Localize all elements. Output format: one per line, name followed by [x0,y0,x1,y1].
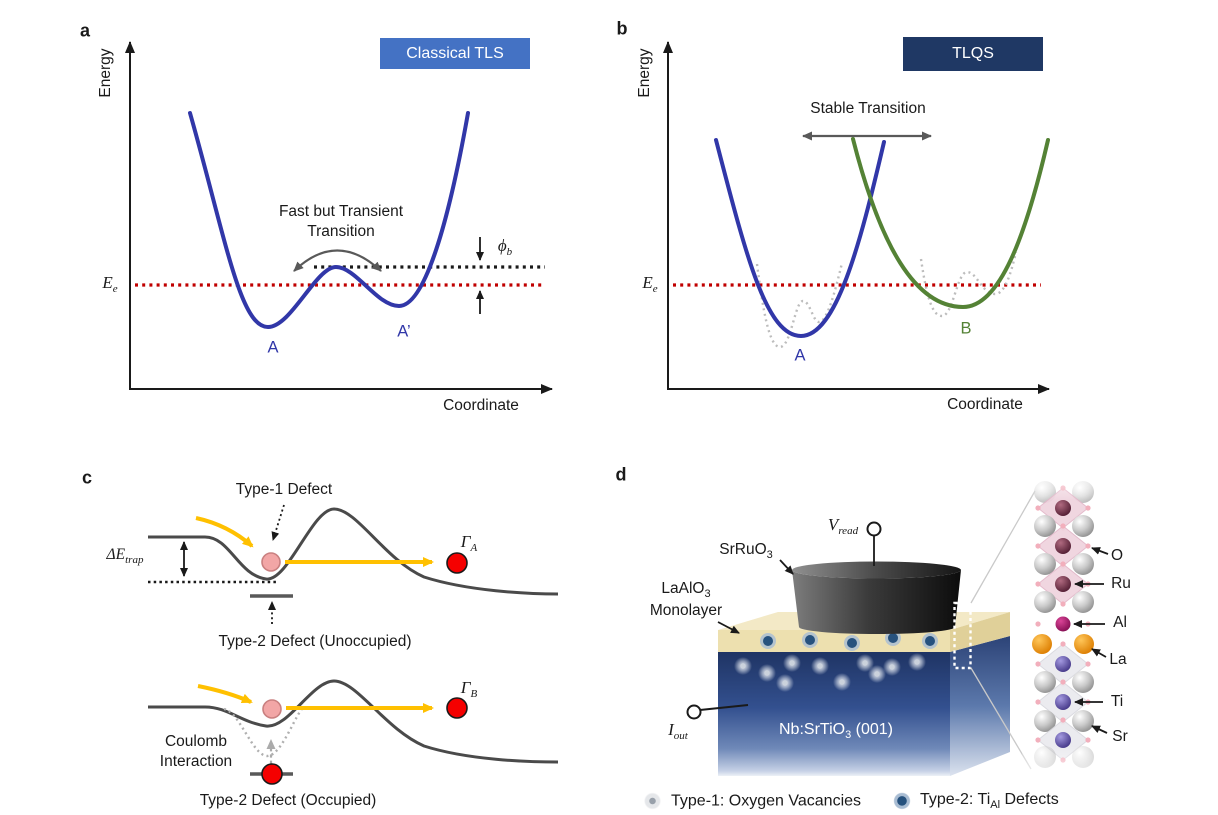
d-crystal-fade-bottom [1022,746,1108,786]
d-ruo2-layer [1034,485,1094,613]
ti-al-defect-icon [893,792,911,810]
d-electrode-body [792,570,961,634]
b-parabola-b [851,137,1050,310]
d-atom-al-label: Al [1113,614,1127,632]
d-iout-wire [699,704,749,711]
b-x-axis-label: Coordinate [947,396,1023,414]
a-x-axis-label: Coordinate [443,397,519,415]
classical-tls-badge: Classical TLS [380,38,530,69]
d-electrode-top [792,561,961,579]
d-iout-label: Iout [668,719,688,743]
d-oxygen-vacancy-dots [734,653,926,692]
d-zoom-region-box [953,601,972,670]
panel-d-device [686,462,1109,786]
d-atom-o-label: O [1110,547,1124,565]
d-atom-sr-label: Sr [1112,728,1128,746]
c-trapped-electron-a [261,552,281,572]
legend-type1-text: Type-1: Oxygen Vacancies [671,792,862,809]
d-iout-terminal [686,704,702,720]
c-potential-curve-occupied [148,679,559,764]
b-stable-transition-label: Stable Transition [810,100,926,118]
d-electrode-label: SrRuO3 [719,540,773,562]
d-monolayer-arrow [717,621,740,634]
c-trap-depth-label: ΔEtrap [106,545,144,567]
d-la-arrow [1091,648,1107,658]
oxygen-vacancy-icon [643,791,662,811]
c-free-electron-a [446,552,468,574]
d-zoom-connector-bottom [970,667,1032,770]
c-type2-occupying-electron [261,763,283,785]
d-o-arrow [1091,547,1109,555]
d-atom-ti-label: Ti [1110,693,1124,711]
d-vread-label: Vread [827,514,859,538]
a-energy-level-label: Ee [102,272,118,296]
legend-type2-text: Type-2: TiAl Defects [920,790,1059,812]
b-parabola-a [714,138,886,339]
d-monolayer-front-face [718,630,950,652]
a-transition-annotation: Fast but Transient Transition [278,203,404,240]
c-rate-b-label: ΓB [460,677,478,701]
c-type1-defect-label: Type-1 Defect [235,481,333,499]
legend-type2: Type-2: TiAl Defects [893,791,1059,811]
c-type2-unoccupied-label: Type-2 Defect (Unoccupied) [218,633,412,651]
c-rate-a-label: ΓA [460,531,478,555]
b-well-a-label: A [794,346,806,365]
c-coulomb-label: Coulomb Interaction [159,733,233,770]
classical-tls-badge-text: Classical TLS [406,44,504,62]
panel-d-letter: d [615,464,627,485]
d-crystal-fade-top [1022,462,1108,500]
d-vread-terminal [866,521,882,537]
c-capture-arrow-b [197,684,253,704]
a-well-a-label: A [267,338,279,357]
a-well-a-prime-label: A’ [397,322,411,341]
d-crystal-structure [1022,462,1109,786]
d-atom-la-label: La [1109,651,1127,669]
c-type2-occupied-label: Type-2 Defect (Occupied) [199,792,377,810]
b-well-b-label: B [960,319,972,338]
d-atom-ru-label: Ru [1111,575,1131,593]
c-capture-arrow-a [195,516,254,548]
panel-a-letter: a [79,20,91,41]
c-free-electron-b [446,697,468,719]
tlqs-badge: TLQS [903,37,1043,71]
a-y-axis-label: Energy [97,48,115,98]
d-sr-arrow [1091,725,1108,734]
d-monolayer-label: LaAlO3 Monolayer [649,580,723,620]
d-zoom-connector-top [970,490,1036,604]
d-laalo3-layer [1032,616,1094,654]
b-ghost-well-a [755,262,844,349]
a-transition-arc-arrow [293,249,382,272]
b-y-axis-label: Energy [636,48,654,98]
b-energy-level-label: Ee [642,272,658,296]
d-substrate-side-face [950,636,1010,776]
legend-type1: Type-1: Oxygen Vacancies [643,791,862,811]
d-substrate-front-face [718,652,950,776]
panel-b-letter: b [616,18,628,39]
panel-c-letter: c [81,467,93,488]
d-monolayer-side-face [950,612,1010,652]
tlqs-badge-text: TLQS [952,45,994,62]
panel-c-diagram [148,504,559,785]
c-trapped-electron-b [262,699,282,719]
d-srruo3-arrow [779,559,794,575]
panel-b-plot [663,41,1050,394]
d-substrate-label: Nb:SrTiO3 (001) [779,720,893,742]
c-potential-curve-unoccupied [148,507,559,596]
c-coulomb-deepened-well [223,705,305,758]
a-barrier-label: ϕb [497,235,513,259]
d-type2-defect-dots [760,630,938,651]
panel-a-plot [125,41,553,394]
c-type1-pointer-arrow [271,504,285,541]
